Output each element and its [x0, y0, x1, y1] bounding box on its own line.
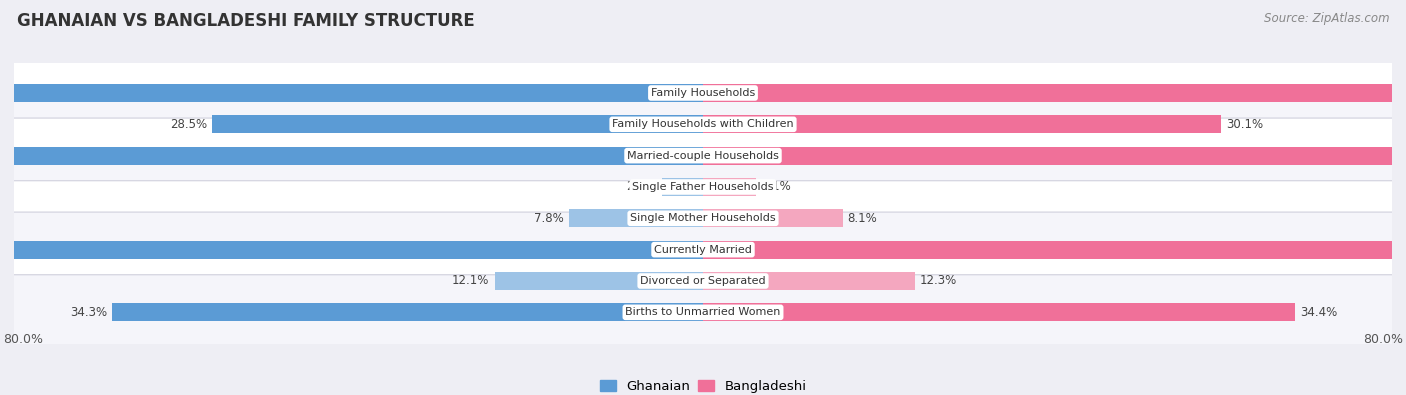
Bar	[0, 84, 703, 102]
FancyBboxPatch shape	[8, 275, 1398, 350]
Text: 34.4%: 34.4%	[1301, 306, 1339, 319]
Text: Single Mother Households: Single Mother Households	[630, 213, 776, 223]
FancyBboxPatch shape	[8, 149, 1398, 224]
Text: 2.4%: 2.4%	[627, 181, 657, 194]
Text: 3.1%: 3.1%	[762, 181, 792, 194]
Text: 8.1%: 8.1%	[848, 212, 877, 225]
FancyBboxPatch shape	[8, 243, 1398, 318]
FancyBboxPatch shape	[8, 87, 1398, 162]
Bar	[0, 147, 703, 165]
Text: 7.8%: 7.8%	[534, 212, 564, 225]
Text: Births to Unmarried Women: Births to Unmarried Women	[626, 307, 780, 317]
Bar	[568, 209, 703, 228]
FancyBboxPatch shape	[8, 118, 1398, 193]
Text: 80.0%: 80.0%	[1364, 333, 1403, 346]
Text: Family Households: Family Households	[651, 88, 755, 98]
Bar	[703, 209, 842, 228]
Text: 12.1%: 12.1%	[453, 275, 489, 288]
Bar	[662, 178, 703, 196]
Text: Married-couple Households: Married-couple Households	[627, 150, 779, 161]
Bar	[0, 241, 703, 259]
Text: 28.5%: 28.5%	[170, 118, 207, 131]
Text: 12.3%: 12.3%	[920, 275, 957, 288]
Bar	[703, 115, 1222, 134]
Bar	[212, 115, 703, 134]
Bar	[703, 303, 1295, 322]
Legend: Ghanaian, Bangladeshi: Ghanaian, Bangladeshi	[595, 375, 811, 395]
FancyBboxPatch shape	[8, 181, 1398, 256]
Text: GHANAIAN VS BANGLADESHI FAMILY STRUCTURE: GHANAIAN VS BANGLADESHI FAMILY STRUCTURE	[17, 12, 475, 30]
Text: Single Father Households: Single Father Households	[633, 182, 773, 192]
Text: Source: ZipAtlas.com: Source: ZipAtlas.com	[1264, 12, 1389, 25]
Bar	[703, 84, 1406, 102]
Text: 80.0%: 80.0%	[3, 333, 42, 346]
Text: 34.3%: 34.3%	[70, 306, 107, 319]
Bar	[703, 272, 915, 290]
FancyBboxPatch shape	[8, 212, 1398, 287]
Text: 30.1%: 30.1%	[1226, 118, 1264, 131]
Bar	[703, 241, 1406, 259]
FancyBboxPatch shape	[8, 55, 1398, 130]
Text: Family Households with Children: Family Households with Children	[612, 119, 794, 129]
Text: Divorced or Separated: Divorced or Separated	[640, 276, 766, 286]
Bar	[112, 303, 703, 322]
Text: Currently Married: Currently Married	[654, 245, 752, 255]
Bar	[703, 178, 756, 196]
Bar	[495, 272, 703, 290]
Bar	[703, 147, 1406, 165]
